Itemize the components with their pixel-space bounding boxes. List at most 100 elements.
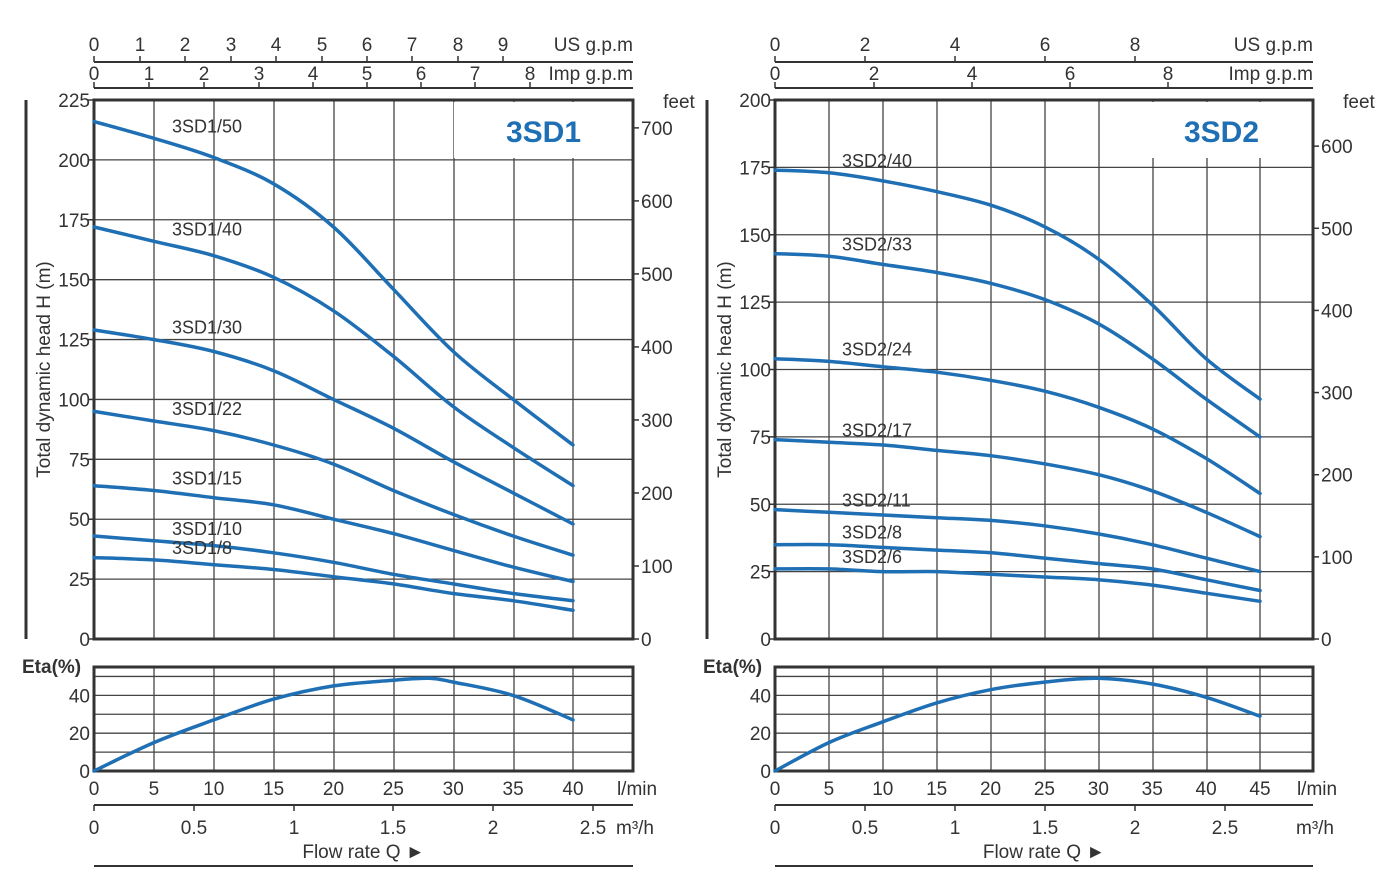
efficiency-panel: 0 20 40 Eta(%)	[22, 657, 635, 783]
curve-label: 3SD2/8	[842, 523, 902, 543]
us-gpm-tick-label: 7	[407, 35, 418, 56]
imp-gpm-tick-label: 2	[869, 64, 880, 85]
head-curve-3sd2-17	[773, 437, 1262, 539]
m3h-unit: m³/h	[1296, 818, 1334, 839]
m3h-tick-label: 2.5	[580, 818, 606, 839]
head-tick-label: 50	[69, 510, 90, 531]
head-curve-3sd1-22	[92, 409, 575, 557]
curve-label: 3SD1/15	[172, 468, 242, 488]
us-gpm-tick-label: 2	[180, 35, 191, 56]
us-gpm-tick-label: 9	[498, 35, 509, 56]
m3h-tick-label: 2	[488, 818, 499, 839]
imp-gpm-tick-label: 6	[416, 64, 427, 85]
us-gpm-tick-label: 0	[89, 35, 100, 56]
feet-tick-label: 500	[1321, 219, 1353, 240]
head-curve-3sd2-6	[773, 566, 1262, 604]
head-tick-label: 50	[750, 495, 771, 516]
curve-label: 3SD1/22	[172, 399, 242, 419]
m3h-tick-label: 0	[89, 818, 100, 839]
feet-tick-label: 100	[1321, 548, 1353, 569]
head-tick-label: 150	[739, 226, 771, 247]
head-curve-3sd1-15	[92, 483, 575, 584]
m3h-tick-label: 1.5	[380, 818, 406, 839]
flow-axis-label: Flow rate Q ►	[302, 842, 424, 863]
curve-label: 3SD1/10	[172, 519, 242, 539]
feet-tick-label: 0	[1321, 630, 1332, 651]
chart-panel-3sd1: 0 1 2 3 4 5 6 7 8 9 US g.p.m0 1 2 3 4 5 6 7 8 Imp g.p.m3SD1…	[22, 35, 696, 867]
head-plot-frame	[92, 98, 635, 641]
us-gpm-tick-label: 5	[317, 35, 328, 56]
us-gpm-unit: US g.p.m	[554, 35, 633, 56]
eta-label: Eta(%)	[22, 657, 81, 678]
eta-tick-label: 20	[69, 724, 90, 745]
head-tick-label: 100	[58, 390, 90, 411]
lmin-tick-label: 35	[503, 779, 524, 800]
head-curve-3sd2-8	[773, 542, 1262, 593]
lmin-tick-label: 10	[203, 779, 224, 800]
lmin-tick-label: 25	[1034, 779, 1055, 800]
lmin-tick-label: 40	[1196, 779, 1217, 800]
imp-gpm-tick-label: 4	[967, 64, 978, 85]
eta-plot-frame	[773, 665, 1315, 773]
lmin-tick-label: 30	[1088, 779, 1109, 800]
m3h-tick-label: 1	[950, 818, 961, 839]
curve-label: 3SD2/24	[842, 339, 912, 359]
eta-label: Eta(%)	[703, 657, 762, 678]
head-curve-3sd1-8	[92, 555, 575, 613]
model-title-box	[1130, 102, 1311, 158]
lmin-tick-label: 5	[149, 779, 160, 800]
lmin-unit: l/min	[617, 779, 657, 800]
curve-label: 3SD1/40	[172, 219, 242, 239]
feet-unit: feet	[1343, 92, 1375, 113]
head-tick-label: 25	[69, 570, 90, 591]
m3h-tick-label: 1	[289, 818, 300, 839]
head-tick-label: 125	[739, 293, 771, 314]
head-tick-label: 200	[58, 151, 90, 172]
efficiency-panel: 0 20 40 Eta(%)	[703, 657, 1315, 783]
head-tick-label: 200	[739, 91, 771, 112]
head-curve-3sd2-33	[773, 251, 1262, 439]
m3h-tick-label: 0	[770, 818, 781, 839]
lmin-tick-label: 45	[1249, 779, 1270, 800]
eta-curve	[773, 676, 1262, 773]
curve-label: 3SD2/6	[842, 547, 902, 567]
eta-tick-label: 40	[750, 686, 771, 707]
feet-tick-label: 200	[641, 484, 673, 505]
us-gpm-tick-label: 3	[226, 35, 237, 56]
imp-gpm-tick-label: 0	[770, 64, 781, 85]
imp-gpm-tick-label: 7	[470, 64, 481, 85]
lmin-tick-label: 20	[980, 779, 1001, 800]
head-tick-label: 100	[739, 361, 771, 382]
m3h-unit: m³/h	[616, 818, 654, 839]
lmin-tick-label: 40	[562, 779, 583, 800]
us-gpm-tick-label: 4	[271, 35, 282, 56]
head-axis-label: Total dynamic head H (m)	[34, 261, 55, 477]
head-curve-3sd1-10	[92, 534, 575, 603]
head-curve-3sd2-11	[773, 507, 1262, 574]
imp-gpm-tick-label: 1	[144, 64, 155, 85]
head-tick-label: 150	[58, 271, 90, 292]
model-title: 3SD2	[1184, 116, 1259, 149]
chart-panel-3sd2: 0 2 4 6 8 US g.p.m0 2 4 6 8 Imp g.p.m3SD2025507510…	[703, 35, 1376, 867]
head-curve-3sd2-24	[773, 356, 1262, 496]
curve-label: 3SD2/40	[842, 151, 912, 171]
m3h-tick-label: 1.5	[1032, 818, 1058, 839]
head-tick-label: 175	[58, 211, 90, 232]
eta-tick-label: 0	[79, 762, 90, 783]
imp-gpm-tick-label: 4	[308, 64, 319, 85]
feet-tick-label: 300	[641, 411, 673, 432]
m3h-tick-label: 2	[1130, 818, 1141, 839]
head-curve-3sd1-40	[92, 225, 575, 488]
eta-plot-frame	[92, 665, 635, 773]
lmin-tick-label: 0	[89, 779, 100, 800]
us-gpm-tick-label: 8	[1130, 35, 1141, 56]
lmin-tick-label: 25	[383, 779, 404, 800]
imp-gpm-tick-label: 6	[1065, 64, 1076, 85]
imp-gpm-tick-label: 5	[362, 64, 373, 85]
head-tick-label: 175	[739, 158, 771, 179]
feet-tick-label: 400	[641, 338, 673, 359]
imp-gpm-tick-label: 8	[1163, 64, 1174, 85]
curve-label: 3SD2/11	[842, 490, 911, 510]
us-gpm-unit: US g.p.m	[1234, 35, 1313, 56]
us-gpm-tick-label: 8	[453, 35, 464, 56]
